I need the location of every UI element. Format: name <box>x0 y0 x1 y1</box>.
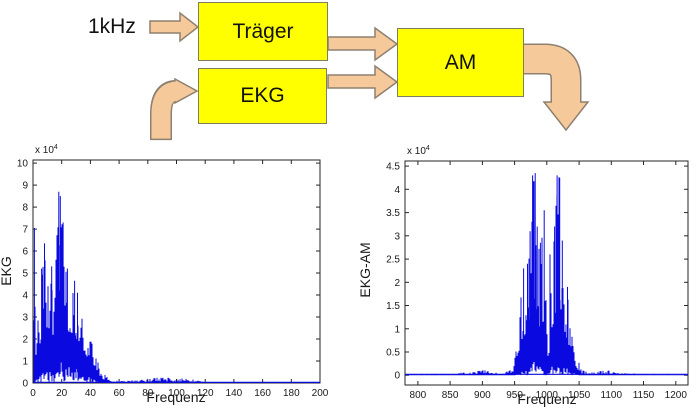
x-tick-label: 60 <box>114 388 126 399</box>
x-tick-label: 140 <box>226 388 243 399</box>
am-block: AM <box>397 28 524 97</box>
y-axis-label: EKG-AM <box>357 242 373 297</box>
y-tick-label: 1 <box>22 357 28 368</box>
y-tick-label: 2 <box>22 335 28 346</box>
input-signal-label: 1kHz <box>88 15 136 38</box>
am-block-label: AM <box>444 50 477 74</box>
x-tick-label: 1000 <box>536 390 559 401</box>
x-tick-label: 160 <box>254 388 271 399</box>
x-tick-label: 800 <box>410 390 427 401</box>
ekg-spectrum-plot: 0 20 40 60 80 100 120 140 160 180 200 0 1 2 3 4 5 6 7 8 9 10 x… <box>0 144 329 405</box>
spectrum-trace <box>405 177 688 376</box>
y-tick-label: 2.5 <box>386 255 400 266</box>
peak-lines <box>33 191 78 373</box>
arrow-traeger-to-am-icon <box>327 26 399 62</box>
y-axis-label: EKG <box>0 256 14 286</box>
arrow-ekg-to-am-icon <box>327 64 399 100</box>
y-multiplier-label: x 104 <box>35 144 58 156</box>
ekg-am-spectrum-plot: 800 850 900 950 1000 1050 1100 1150 1200 0 0.5 1 1.5… <box>357 145 689 407</box>
arrow-curved-into-ekg-icon <box>150 77 199 141</box>
ekg-block: EKG <box>198 68 327 124</box>
y-tick-label: 5 <box>22 269 28 280</box>
y-tick-label: 3 <box>22 313 28 324</box>
y-tick-label: 7 <box>22 225 28 236</box>
x-axis-label: Frequenz <box>146 389 205 405</box>
y-tick-label: 4 <box>22 291 28 302</box>
y-tick-label: 0.5 <box>386 348 400 359</box>
y-tick-label: 6 <box>22 247 28 258</box>
x-tick-label: 0 <box>30 388 36 399</box>
y-tick-label: 9 <box>22 181 28 192</box>
arrow-am-output-icon <box>524 43 590 132</box>
x-tick-label: 100 <box>168 388 185 399</box>
peak-lines <box>523 173 568 365</box>
traeger-block-label: Träger <box>232 19 294 43</box>
y-tick-label: 3 <box>394 231 400 242</box>
x-tick-label: 1050 <box>568 390 591 401</box>
x-tick-label: 1200 <box>665 390 688 401</box>
arrow-1khz-to-traeger-icon <box>149 11 200 43</box>
y-tick-label: 1.5 <box>386 301 400 312</box>
x-tick-label: 20 <box>56 388 68 399</box>
x-tick-label: 200 <box>312 388 329 399</box>
y-tick-label: 0 <box>22 379 28 390</box>
y-tick-label: 4.5 <box>386 162 400 173</box>
block-diagram-arrows <box>149 11 590 141</box>
x-axis-label: Frequenz <box>517 391 576 407</box>
x-tick-label: 180 <box>283 388 300 399</box>
x-tick-label: 80 <box>142 388 154 399</box>
ekg-block-label: EKG <box>240 84 285 107</box>
x-tick-label: 1100 <box>601 390 623 401</box>
x-tick-label: 850 <box>442 390 459 401</box>
y-multiplier-label: x 104 <box>407 145 430 157</box>
x-tick-label: 120 <box>197 388 214 399</box>
y-tick-label: 4 <box>394 185 400 196</box>
y-tick-label: 3.5 <box>386 208 400 219</box>
y-tick-label: 8 <box>22 203 28 214</box>
x-tick-label: 1150 <box>633 390 655 401</box>
spectrum-trace <box>33 224 320 383</box>
y-tick-label: 10 <box>17 159 29 170</box>
y-tick-label: 0 <box>394 371 400 382</box>
x-tick-label: 950 <box>506 390 523 401</box>
x-tick-label: 900 <box>474 390 491 401</box>
x-tick-label: 40 <box>85 388 97 399</box>
y-tick-label: 2 <box>394 278 400 289</box>
traeger-block: Träger <box>198 2 328 61</box>
y-tick-label: 1 <box>394 324 400 335</box>
